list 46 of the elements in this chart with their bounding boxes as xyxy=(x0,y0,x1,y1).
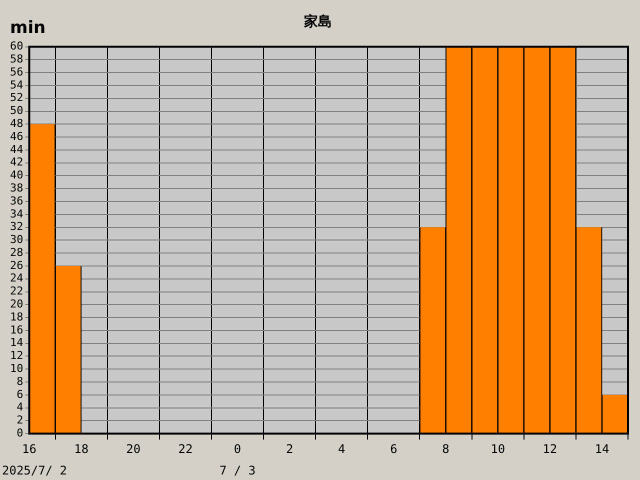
y-tick-label: 2 xyxy=(16,414,24,427)
y-tick-label: 20 xyxy=(10,298,24,311)
y-tick-label: 30 xyxy=(10,233,24,246)
x-tick-label: 14 xyxy=(594,442,610,456)
y-tick-label: 8 xyxy=(16,374,24,388)
x-tick-label: 20 xyxy=(126,442,141,456)
y-tick-label: 52 xyxy=(10,91,24,104)
y-tick-label: 14 xyxy=(10,336,24,350)
y-tick-label: 10 xyxy=(10,362,24,375)
y-tick-label: 40 xyxy=(10,168,24,182)
y-tick-label: 48 xyxy=(10,117,24,130)
y-tick-label: 56 xyxy=(10,65,24,78)
x-tick-label: 6 xyxy=(390,442,398,456)
y-tick-label: 26 xyxy=(10,258,24,272)
y-tick-label: 28 xyxy=(10,246,24,259)
y-tick-label: 0 xyxy=(16,426,24,440)
y-tick-label: 34 xyxy=(10,207,24,220)
chart-title: 家島 xyxy=(303,13,332,30)
x-tick-label: 18 xyxy=(74,442,89,456)
x-tick-label: 22 xyxy=(178,442,193,456)
y-tick-label: 16 xyxy=(10,323,24,336)
y-tick-label: 54 xyxy=(10,78,24,92)
y-axis-title: min xyxy=(10,18,46,38)
y-tick-label: 42 xyxy=(10,156,24,169)
y-tick-label: 38 xyxy=(10,181,24,194)
y-tick-label: 50 xyxy=(10,104,24,118)
y-tick-label: 18 xyxy=(10,310,24,324)
y-tick-label: 60 xyxy=(10,40,24,53)
y-tick-label: 58 xyxy=(10,52,24,66)
y-tick-label: 44 xyxy=(10,142,24,156)
y-tick-label: 4 xyxy=(16,400,24,414)
text: 2025/7/ 2 xyxy=(2,464,68,478)
x-tick-label: 12 xyxy=(542,442,558,456)
y-tick-label: 24 xyxy=(10,272,24,285)
x-tick-label: 10 xyxy=(490,442,506,456)
y-tick-label: 22 xyxy=(10,284,24,298)
x-tick-label: 2 xyxy=(286,442,294,456)
y-tick-label: 12 xyxy=(10,349,24,362)
y-tick-label: 36 xyxy=(10,194,24,208)
text: 7 / 3 xyxy=(219,464,256,478)
x-tick-label: 8 xyxy=(442,442,450,456)
x-tick-label: 0 xyxy=(234,442,242,456)
y-tick-label: 32 xyxy=(10,220,24,234)
x-tick-label: 4 xyxy=(338,442,346,456)
y-tick-label: 46 xyxy=(10,130,24,143)
y-tick-label: 6 xyxy=(16,388,24,401)
